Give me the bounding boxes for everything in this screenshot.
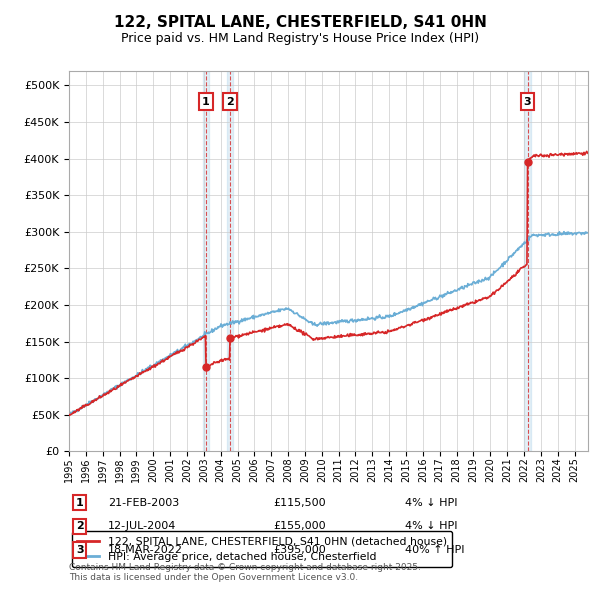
Text: 1: 1 — [76, 498, 83, 507]
Text: 3: 3 — [524, 97, 532, 107]
Text: £115,500: £115,500 — [273, 498, 326, 507]
Text: 1: 1 — [202, 97, 210, 107]
Text: 40% ↑ HPI: 40% ↑ HPI — [405, 545, 464, 555]
Bar — [524, 71, 530, 451]
Text: 21-FEB-2003: 21-FEB-2003 — [108, 498, 179, 507]
Text: 122, SPITAL LANE, CHESTERFIELD, S41 0HN: 122, SPITAL LANE, CHESTERFIELD, S41 0HN — [113, 15, 487, 30]
Text: 2: 2 — [76, 522, 83, 531]
Text: £395,000: £395,000 — [273, 545, 326, 555]
Text: 18-MAR-2022: 18-MAR-2022 — [108, 545, 183, 555]
Text: Price paid vs. HM Land Registry's House Price Index (HPI): Price paid vs. HM Land Registry's House … — [121, 32, 479, 45]
Text: 3: 3 — [76, 545, 83, 555]
Text: 2: 2 — [226, 97, 233, 107]
Text: 12-JUL-2004: 12-JUL-2004 — [108, 522, 176, 531]
Bar — [227, 71, 233, 451]
Text: 4% ↓ HPI: 4% ↓ HPI — [405, 522, 458, 531]
Legend: 122, SPITAL LANE, CHESTERFIELD, S41 0HN (detached house), HPI: Average price, de: 122, SPITAL LANE, CHESTERFIELD, S41 0HN … — [72, 531, 452, 567]
Text: 4% ↓ HPI: 4% ↓ HPI — [405, 498, 458, 507]
Bar — [203, 71, 209, 451]
Text: £155,000: £155,000 — [273, 522, 326, 531]
Text: Contains HM Land Registry data © Crown copyright and database right 2025.
This d: Contains HM Land Registry data © Crown c… — [69, 563, 421, 582]
